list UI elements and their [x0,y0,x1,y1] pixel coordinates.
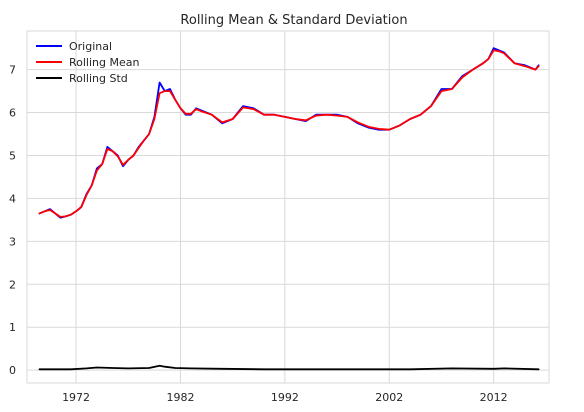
legend: Original Rolling Mean Rolling Std [36,40,139,85]
x-tick-label: 1982 [166,391,194,404]
grid [26,30,550,384]
axis-ticks: 0 1 2 3 4 5 6 7 1972 1982 1992 2002 2012 [9,64,508,404]
y-tick-label: 5 [9,149,16,162]
y-tick-label: 7 [9,64,16,77]
series-line-rolling-std [38,364,540,371]
series-lines [38,47,540,371]
x-tick-label: 1972 [62,391,90,404]
y-tick-label: 3 [9,235,16,248]
y-tick-label: 6 [9,107,16,120]
plot-frame [26,30,550,384]
x-tick-label: 2002 [375,391,403,404]
series-line-rolling-mean [38,49,540,218]
y-tick-label: 2 [9,278,16,291]
chart-title: Rolling Mean & Standard Deviation [180,13,407,28]
x-tick-label: 2012 [480,391,508,404]
legend-label-rolling-mean: Rolling Mean [69,56,139,69]
y-tick-label: 0 [9,364,16,377]
legend-label-rolling-std: Rolling Std [69,72,128,85]
legend-label-original: Original [69,40,112,53]
y-tick-label: 1 [9,321,16,334]
x-tick-label: 1992 [271,391,299,404]
y-tick-label: 4 [9,192,16,205]
